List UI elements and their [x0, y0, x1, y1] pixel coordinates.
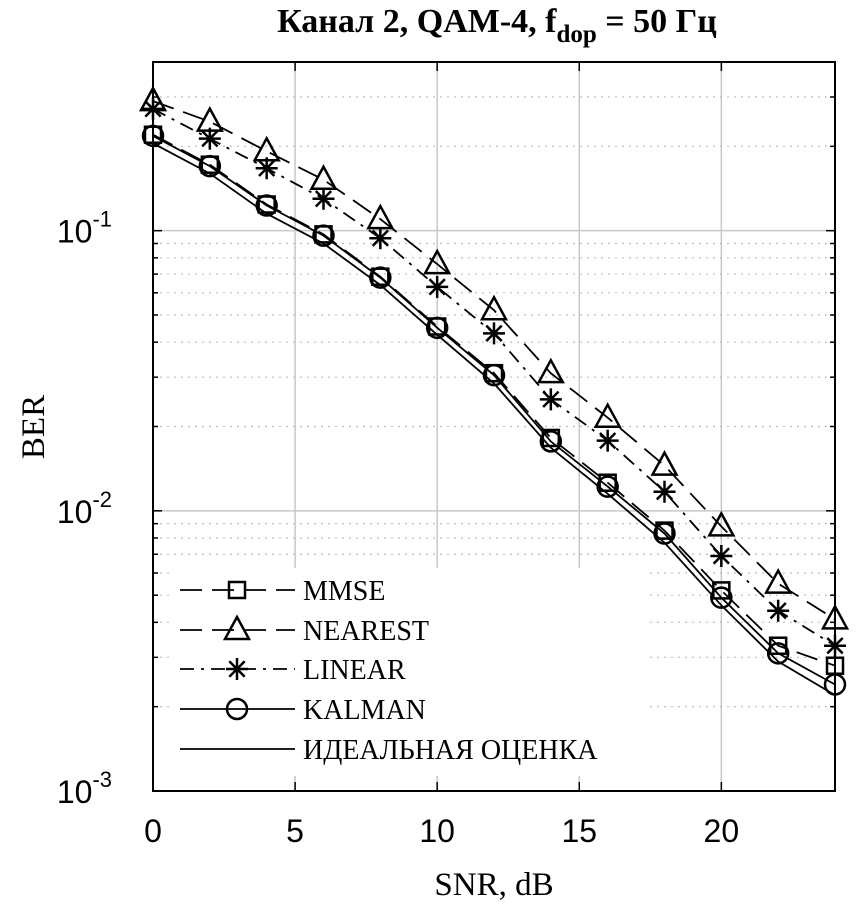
x-tick-label: 5 — [286, 813, 304, 849]
asterisk-stroke — [542, 390, 560, 408]
legend-nearest-marker — [222, 614, 252, 641]
series-nearest-marker — [423, 248, 452, 275]
asterisk-stroke — [655, 483, 674, 501]
series-nearest-marker — [479, 294, 509, 321]
legend-kalman-label: KALMAN — [303, 695, 426, 726]
series-linear-marker — [767, 599, 790, 622]
legend-kalman-marker — [225, 697, 249, 721]
axis-ticks: 0 5 10 15 20 10-3 10-2 10-1 — [57, 61, 835, 849]
series-nearest-marker — [764, 567, 793, 594]
x-tick-label: 20 — [704, 813, 740, 849]
series-linear-marker — [710, 544, 733, 567]
series-layer — [138, 85, 850, 696]
x-axis-label: SNR, dB — [434, 867, 553, 903]
series-linear-marker — [539, 388, 562, 411]
series-kalman-marker — [312, 224, 335, 247]
asterisk-stroke — [371, 229, 389, 247]
asterisk-stroke — [769, 602, 787, 620]
asterisk-stroke — [428, 278, 446, 296]
series-linear-marker — [369, 227, 392, 250]
asterisk-stroke — [712, 547, 730, 565]
x-tick-label: 0 — [144, 813, 162, 849]
series-kalman-marker — [255, 194, 278, 217]
series-kalman-line — [152, 135, 836, 686]
series-linear-marker — [426, 275, 449, 298]
y-axis-label: BER — [16, 395, 52, 459]
series-nearest-marker — [650, 450, 679, 476]
series-linear-line — [152, 108, 836, 647]
series-nearest-marker — [593, 402, 622, 428]
series-nearest-marker — [536, 357, 565, 384]
series-kalman-marker — [425, 316, 449, 340]
series-linear-marker — [255, 157, 278, 180]
legend-background — [172, 568, 650, 776]
series-идеальная-оценка-line — [152, 142, 836, 696]
asterisk-stroke — [228, 660, 246, 678]
legend-идеальная-оценка-label: ИДЕАЛЬНАЯ ОЦЕНКА — [303, 735, 598, 766]
series-linear-marker — [312, 187, 335, 210]
y-tick-label: 10-1 — [57, 207, 112, 250]
x-tick-label: 15 — [561, 813, 597, 849]
series-nearest-marker — [252, 135, 281, 162]
series-linear-marker — [198, 127, 221, 150]
legend-linear-label: LINEAR — [303, 655, 406, 686]
legend-linear-marker — [226, 658, 248, 680]
series-nearest-marker — [195, 106, 224, 132]
y-tick-label: 10-2 — [57, 487, 112, 530]
legend-mmse-marker — [227, 580, 247, 600]
asterisk-stroke — [258, 159, 276, 177]
legend: MMSE NEAREST LINEAR KALMAN ИДЕАЛЬНАЯ ОЦЕНКА — [172, 568, 650, 776]
y-tick-label: 10-3 — [57, 767, 112, 810]
series-linear-marker — [653, 480, 676, 503]
asterisk-stroke — [201, 130, 219, 148]
series-kalman-marker — [539, 430, 563, 453]
series-linear-marker — [483, 322, 505, 345]
series-nearest-line — [152, 100, 836, 621]
series-kalman-marker — [198, 154, 222, 178]
asterisk-stroke — [314, 190, 333, 208]
series-nearest-marker — [707, 510, 736, 537]
series-kalman-marker — [710, 586, 733, 609]
series-linear-marker — [596, 429, 619, 452]
x-tick-label: 10 — [419, 813, 455, 849]
legend-mmse-label: MMSE — [303, 576, 385, 607]
legend-nearest-label: NEAREST — [303, 616, 429, 647]
asterisk-stroke — [599, 432, 617, 450]
chart-title: Канал 2, QAM-4, fdop = 50 Гц — [277, 3, 717, 48]
series-kalman-marker — [766, 642, 790, 665]
asterisk-stroke — [485, 324, 503, 342]
